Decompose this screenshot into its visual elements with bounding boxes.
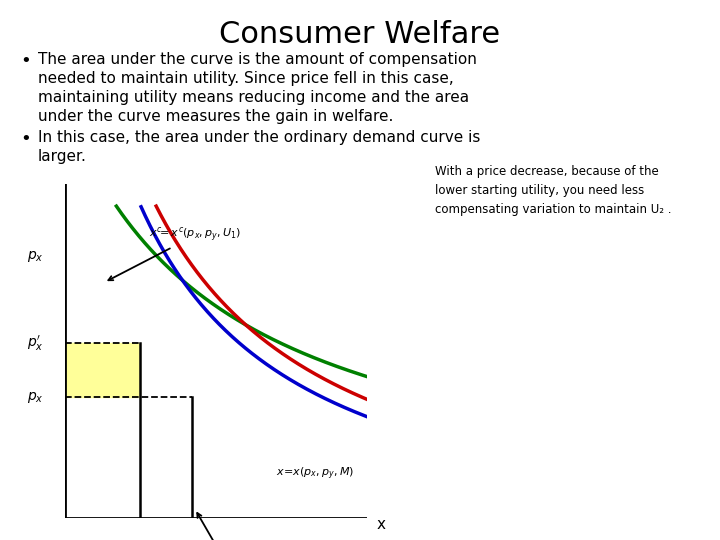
Text: under the curve measures the gain in welfare.: under the curve measures the gain in wel… bbox=[38, 109, 393, 124]
Text: With a price decrease, because of the
lower starting utility, you need less
comp: With a price decrease, because of the lo… bbox=[435, 165, 672, 216]
Text: $p_x$: $p_x$ bbox=[27, 390, 44, 405]
Text: •: • bbox=[20, 130, 31, 148]
Text: The area under the curve is the amount of compensation: The area under the curve is the amount o… bbox=[38, 52, 477, 67]
Text: x: x bbox=[377, 517, 385, 532]
Text: needed to maintain utility. Since price fell in this case,: needed to maintain utility. Since price … bbox=[38, 71, 454, 86]
Text: •: • bbox=[20, 52, 31, 70]
Text: maintaining utility means reducing income and the area: maintaining utility means reducing incom… bbox=[38, 90, 469, 105]
Text: larger.: larger. bbox=[38, 149, 87, 164]
Text: $p_x$: $p_x$ bbox=[27, 249, 44, 265]
Text: $x\!=\!x(p_x,p_y,M)$: $x\!=\!x(p_x,p_y,M)$ bbox=[276, 465, 355, 482]
Text: Consumer Welfare: Consumer Welfare bbox=[220, 20, 500, 49]
Text: $p_x'$: $p_x'$ bbox=[27, 333, 44, 353]
Text: $x^c\!\!=x^c(p_x,p_y,U_2)$: $x^c\!\!=x^c(p_x,p_y,U_2)$ bbox=[176, 513, 269, 540]
Text: $x^c\!\!=x^c(p_x,p_y,U_1)$: $x^c\!\!=x^c(p_x,p_y,U_1)$ bbox=[109, 226, 242, 280]
Text: In this case, the area under the ordinary demand curve is: In this case, the area under the ordinar… bbox=[38, 130, 480, 145]
